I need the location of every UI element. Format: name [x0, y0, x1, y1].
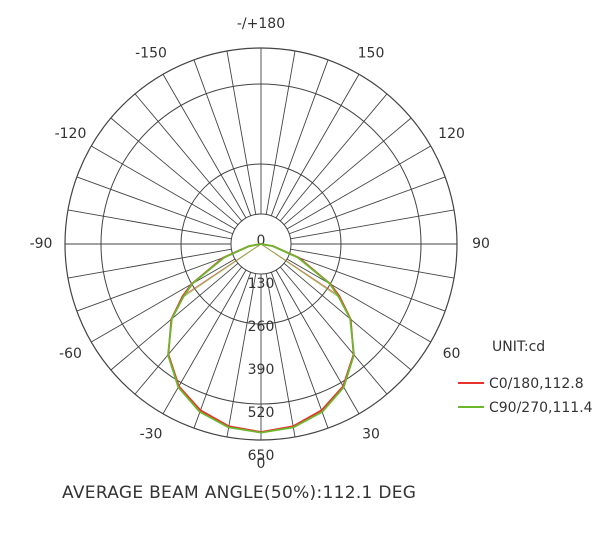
- radial-tick-label: 130: [248, 276, 275, 292]
- unit-label: UNIT:cd: [492, 339, 545, 355]
- grid-spoke: [226, 273, 257, 438]
- angle-label: 0: [257, 456, 266, 472]
- grid-spoke: [270, 272, 329, 429]
- grid-spoke: [134, 266, 243, 395]
- angle-labels: -/+180 -150 150 -120 120 -90 90 -60 60 -30 30 0: [30, 16, 490, 472]
- grid-spoke: [289, 253, 446, 312]
- angle-label: -30: [140, 427, 163, 443]
- grid-spoke: [275, 269, 360, 414]
- grid-spoke: [134, 93, 243, 222]
- series-curve: [167, 243, 355, 434]
- grid-spoke: [110, 117, 239, 226]
- grid-spoke: [290, 248, 455, 279]
- grid-spoke: [279, 93, 388, 222]
- grid-spoke: [110, 262, 239, 371]
- beam-angle-footer: AVERAGE BEAM ANGLE(50%):112.1 DEG: [62, 483, 416, 503]
- radial-tick-label: 390: [248, 362, 275, 378]
- grid-spoke: [162, 74, 247, 219]
- data-series: [167, 243, 355, 434]
- radial-tick-label: 260: [248, 319, 275, 335]
- angle-label: -/+180: [237, 16, 285, 32]
- grid-spoke: [76, 253, 233, 312]
- grid-spoke: [265, 50, 296, 215]
- grid-spoke: [162, 269, 247, 414]
- grid-spoke: [270, 59, 329, 216]
- grid-spoke: [67, 209, 232, 240]
- angle-label: -120: [55, 126, 87, 142]
- grid-spoke: [283, 262, 412, 371]
- grid-spoke: [226, 50, 257, 215]
- grid-spoke: [265, 273, 296, 438]
- grid-spoke: [286, 145, 431, 230]
- grid-spoke: [289, 176, 446, 235]
- grid-spoke: [279, 266, 388, 395]
- grid-spoke: [91, 258, 236, 343]
- grid-spoke: [193, 272, 252, 429]
- angle-label: 120: [438, 126, 465, 142]
- radial-tick-label: 650: [248, 448, 275, 464]
- grid-spoke: [283, 117, 412, 226]
- grid-spoke: [91, 145, 236, 230]
- beam-angle-line: [183, 243, 262, 298]
- angle-label: -60: [59, 346, 82, 362]
- grid-spoke: [290, 209, 455, 240]
- angle-label: 150: [358, 45, 385, 61]
- angle-label: 60: [443, 346, 461, 362]
- grid-spoke: [275, 74, 360, 219]
- grid-spoke: [67, 248, 232, 279]
- legend-label: C0/180,112.8: [489, 376, 584, 392]
- legend: C0/180,112.8 C90/270,111.4: [458, 376, 593, 416]
- beam-angle-line: [260, 243, 339, 298]
- angle-label: 90: [472, 236, 490, 252]
- grid-spoke: [286, 258, 431, 343]
- polar-grid: [64, 47, 458, 441]
- angle-label: -90: [30, 236, 53, 252]
- grid-spoke: [76, 176, 233, 235]
- grid-spoke: [193, 59, 252, 216]
- radial-tick-label: 520: [248, 405, 275, 421]
- angle-label: -150: [135, 45, 167, 61]
- legend-label: C90/270,111.4: [489, 400, 593, 416]
- radial-tick-labels: 0 130 260 390 520 650: [248, 233, 275, 464]
- angle-label: 30: [362, 427, 380, 443]
- radial-tick-label: 0: [257, 233, 266, 249]
